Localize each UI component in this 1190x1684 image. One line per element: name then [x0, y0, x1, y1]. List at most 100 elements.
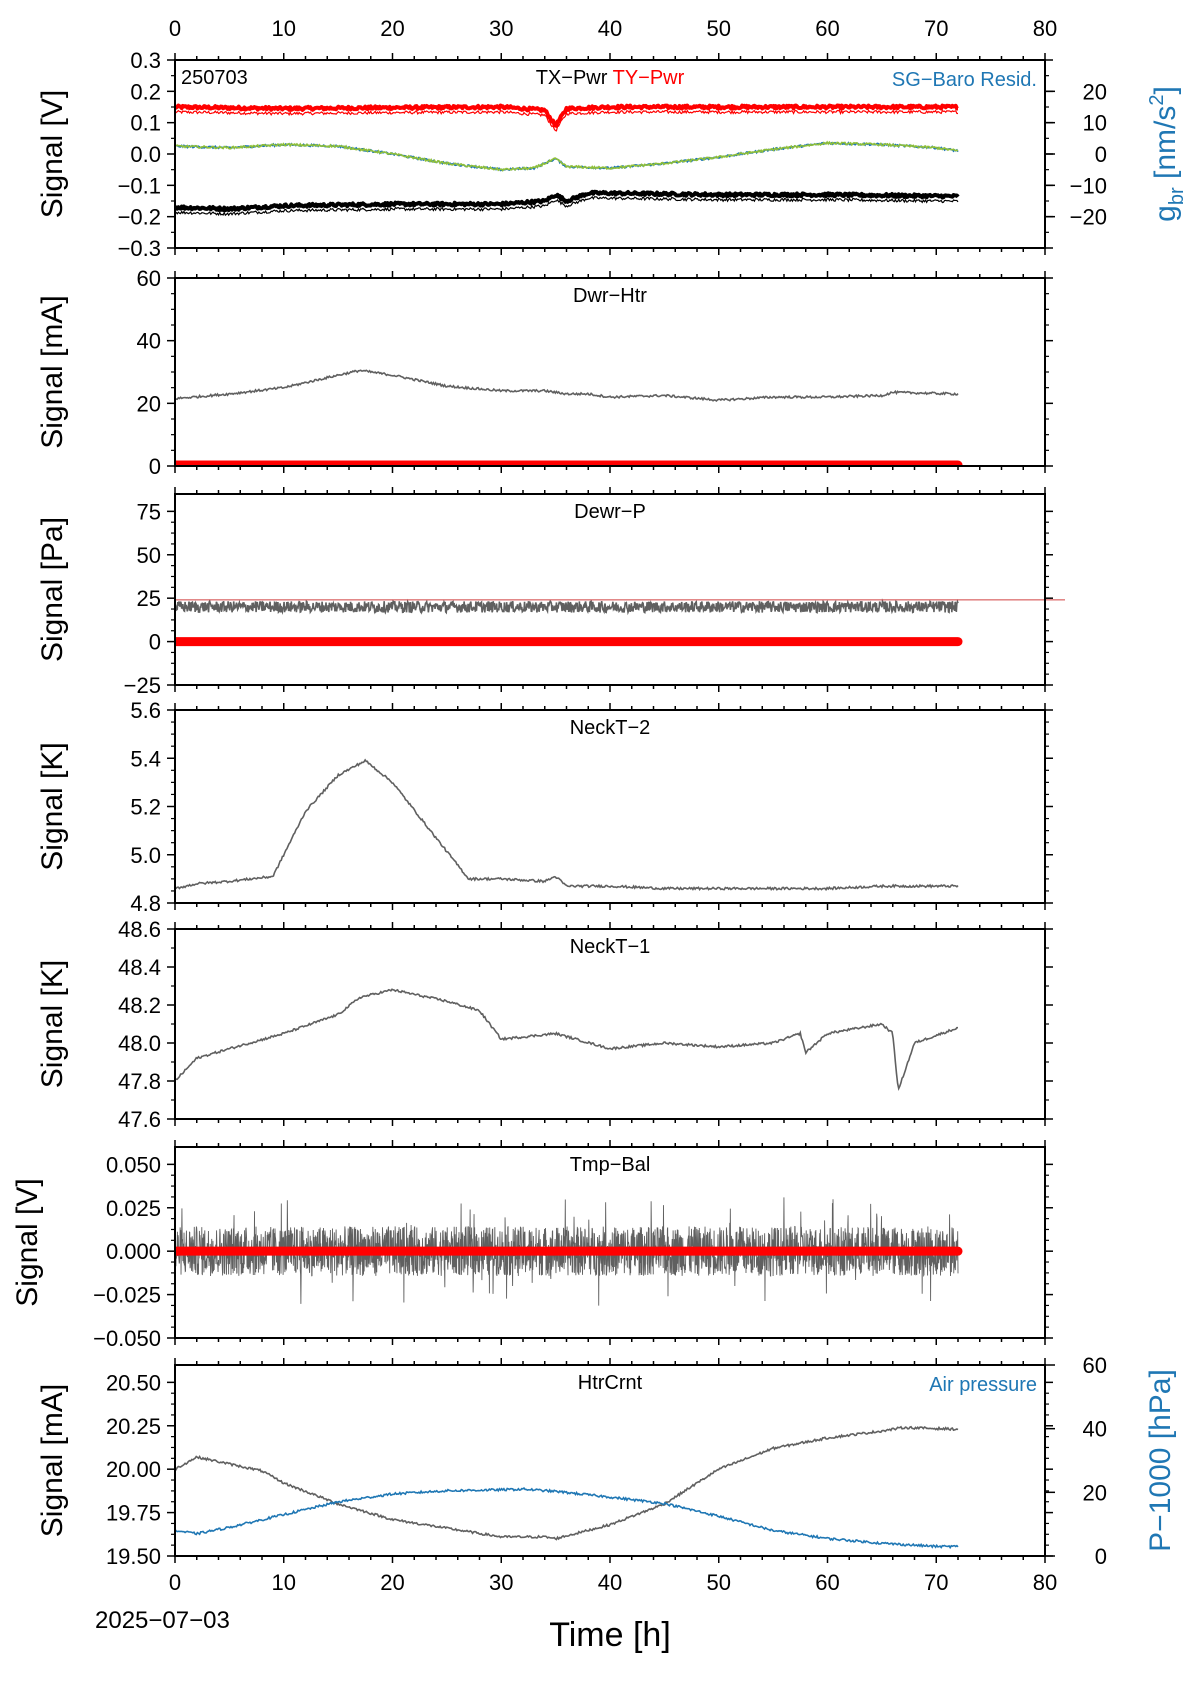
- panel-title: NeckT−1: [570, 936, 651, 958]
- x-tick-label-top: 80: [1033, 16, 1057, 41]
- y2-tick-label: 20: [1083, 1480, 1107, 1505]
- y-tick-label: 47.6: [118, 1107, 161, 1132]
- figure-date: 2025−07−03: [95, 1607, 230, 1634]
- x-tick-label-bottom: 80: [1033, 1570, 1057, 1595]
- plot-area: [175, 369, 963, 466]
- y-tick-label: 48.6: [118, 917, 161, 942]
- x-tick-label-bottom: 20: [380, 1570, 404, 1595]
- series-ty-pwr-trace: [175, 109, 959, 132]
- panel-6: −0.050 −0.025 0.000 0.025 0.050 Signal [V] Tmp…: [11, 1140, 1053, 1351]
- y2-axis-label: P−1000 [hPa]: [1144, 1369, 1177, 1552]
- y2-tick-label: 60: [1083, 1353, 1107, 1378]
- y2-tick-label: 0: [1095, 142, 1107, 167]
- x-tick-label-top: 20: [380, 16, 404, 41]
- y2-tick-label: 20: [1083, 79, 1107, 104]
- y-tick-label: −0.3: [118, 236, 161, 261]
- y-tick-label: 19.50: [106, 1544, 161, 1569]
- y-tick-label: 20: [137, 391, 161, 416]
- series-tx-pwr-trace: [175, 195, 959, 217]
- y-axis-label: Signal [Pa]: [36, 517, 69, 662]
- y-tick-label: −0.2: [118, 205, 161, 230]
- y-tick-label: 0.0: [130, 142, 161, 167]
- y-tick-label: 0: [149, 630, 161, 655]
- series-dewr-p: [175, 598, 959, 616]
- y-tick-label: 20.00: [106, 1457, 161, 1482]
- x-tick-label-bottom: 30: [489, 1570, 513, 1595]
- panel-3: −25 0 25 50 75 Signal [Pa] Dewr−P: [36, 487, 1065, 698]
- plot-area: [175, 1197, 963, 1306]
- x-tick-label-bottom: 50: [707, 1570, 731, 1595]
- y-tick-label: 50: [137, 543, 161, 568]
- series-air-pressure: [175, 1487, 959, 1550]
- y-tick-label: 0.050: [106, 1152, 161, 1177]
- series-htrcrnt: [175, 1425, 959, 1541]
- right-series-label: Air pressure: [929, 1374, 1037, 1396]
- right-series-label: SG−Baro Resid.: [892, 69, 1037, 91]
- panel-7: 19.50 19.75 20.00 20.25 20.50 0 20 40 60 Signal […: [36, 1353, 1177, 1569]
- x-axis-label: Time [h]: [549, 1616, 671, 1654]
- y-tick-label: −25: [124, 673, 161, 698]
- x-tick-label-bottom: 70: [924, 1570, 948, 1595]
- y-tick-label: 25: [137, 586, 161, 611]
- y-tick-label: −0.025: [93, 1283, 161, 1308]
- series-neckt-1: [175, 988, 958, 1092]
- y-tick-label: 0.000: [106, 1239, 161, 1264]
- y-tick-label: 0.2: [130, 79, 161, 104]
- y-tick-label: 5.4: [130, 746, 161, 771]
- panel-title: NeckT−2: [570, 717, 651, 739]
- series-sg-fit: [175, 140, 959, 172]
- x-tick-label-top: 50: [707, 16, 731, 41]
- panel-title-part: TX−Pwr: [536, 67, 608, 89]
- y2-tick-label: 0: [1095, 1544, 1107, 1569]
- x-tick-label-bottom: 60: [815, 1570, 839, 1595]
- panel-5: 47.6 47.8 48.0 48.2 48.4 48.6 Signal [K] NeckT−…: [36, 917, 1053, 1132]
- y-tick-label: 5.0: [130, 843, 161, 868]
- y-tick-label: 0.025: [106, 1196, 161, 1221]
- series-ty-pwr: [175, 103, 959, 128]
- panel-title: Dewr−P: [574, 501, 646, 523]
- y2-tick-label: −20: [1070, 205, 1107, 230]
- x-tick-label-bottom: 40: [598, 1570, 622, 1595]
- y2-axis-label: gbr [nm/s2]: [1146, 86, 1188, 222]
- y-tick-label: 0: [149, 454, 161, 479]
- x-tick-label-bottom: 0: [169, 1570, 181, 1595]
- panel-1: −0.3 −0.2 −0.1 0.0 0.1 0.2 0.3 −20 −10 0 10 20 Signa…: [36, 48, 1188, 261]
- y-axis-label: Signal [K]: [36, 960, 69, 1088]
- y2-tick-label: 40: [1083, 1417, 1107, 1442]
- y-tick-label: 48.4: [118, 955, 161, 980]
- panel-title: Dwr−Htr: [573, 285, 647, 307]
- y-tick-label: −0.050: [93, 1326, 161, 1351]
- x-tick-label-top: 70: [924, 16, 948, 41]
- plot-area: [175, 1425, 959, 1550]
- panel-title: TX−Pwr TY−Pwr: [536, 67, 685, 89]
- y-axis-label: Signal [K]: [36, 742, 69, 870]
- y-tick-label: 75: [137, 499, 161, 524]
- x-tick-label-top: 40: [598, 16, 622, 41]
- y-axis-label: Signal [mA]: [36, 295, 69, 448]
- y-axis-label: Signal [V]: [11, 1178, 44, 1306]
- plot-area: [175, 598, 963, 647]
- x-tick-label-bottom: 10: [272, 1570, 296, 1595]
- series-tx-pwr: [175, 189, 960, 213]
- y-tick-label: 20.25: [106, 1414, 161, 1439]
- x-tick-label-top: 10: [272, 16, 296, 41]
- panel-title: HtrCrnt: [578, 1372, 643, 1394]
- panel-title: Tmp−Bal: [570, 1154, 651, 1176]
- y-axis-label: Signal [V]: [36, 90, 69, 218]
- panel-4: 4.8 5.0 5.2 5.4 5.6 Signal [K] NeckT−2: [36, 698, 1053, 916]
- plot-area: [175, 988, 958, 1092]
- plot-area: [175, 758, 959, 892]
- panel-tag: 250703: [181, 67, 248, 89]
- y-axis-label: Signal [mA]: [36, 1384, 69, 1537]
- y-tick-label: 40: [137, 329, 161, 354]
- y-tick-label: 19.75: [106, 1501, 161, 1526]
- plot-area: [175, 103, 960, 217]
- series-neckt-2: [175, 758, 959, 892]
- y-tick-label: 0.1: [130, 111, 161, 136]
- x-tick-label-top: 30: [489, 16, 513, 41]
- y-tick-label: 48.2: [118, 993, 161, 1018]
- y-tick-label: 4.8: [130, 891, 161, 916]
- y2-tick-label: 10: [1083, 111, 1107, 136]
- y-tick-label: 0.3: [130, 48, 161, 73]
